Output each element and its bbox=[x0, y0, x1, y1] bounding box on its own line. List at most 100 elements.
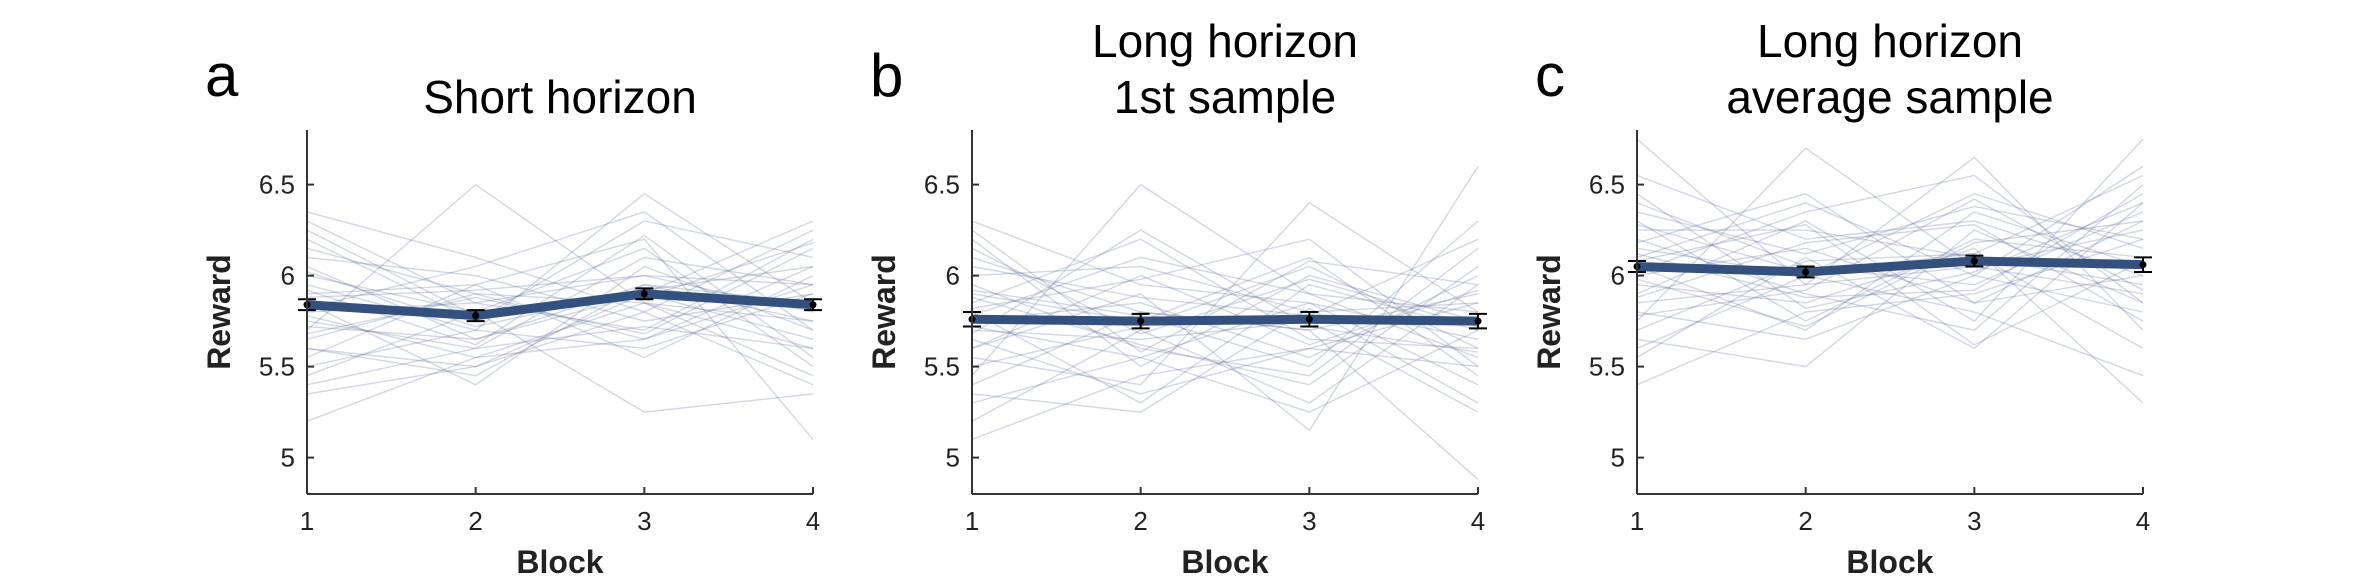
mean-point bbox=[2139, 261, 2147, 269]
subject-line bbox=[1636, 202, 2144, 359]
subject-line bbox=[971, 247, 1479, 335]
subject-line bbox=[306, 220, 814, 341]
y-axis-label: Reward bbox=[201, 254, 237, 370]
x-tick-label: 2 bbox=[1133, 506, 1147, 536]
chart-title: Short horizon bbox=[423, 71, 697, 123]
chart-title: average sample bbox=[1726, 71, 2053, 123]
subject-line bbox=[1636, 223, 2144, 346]
subject-line bbox=[971, 338, 1479, 395]
subject-line bbox=[306, 311, 814, 413]
x-tick-label: 3 bbox=[1967, 506, 1981, 536]
x-tick-label: 4 bbox=[2136, 506, 2150, 536]
subject-line bbox=[971, 302, 1479, 404]
mean-point bbox=[809, 301, 817, 309]
subject-line bbox=[1636, 165, 2144, 341]
panel-letter: b bbox=[870, 42, 903, 109]
y-axis-label: Reward bbox=[866, 254, 902, 370]
y-tick-label: 6 bbox=[946, 261, 960, 291]
subject-line bbox=[971, 307, 1479, 413]
subject-line bbox=[1636, 174, 2144, 277]
mean-point bbox=[1137, 317, 1145, 325]
panel-letter: c bbox=[1535, 42, 1565, 109]
subject-line bbox=[971, 283, 1479, 404]
x-tick-label: 3 bbox=[637, 506, 651, 536]
subject-line bbox=[1637, 229, 2144, 286]
subject-line bbox=[971, 302, 1479, 441]
subject-line bbox=[971, 229, 1479, 353]
subject-line bbox=[971, 166, 1479, 432]
subject-line bbox=[1636, 202, 2144, 313]
y-tick-label: 5 bbox=[1611, 443, 1625, 473]
subject-line bbox=[306, 220, 814, 304]
subject-line bbox=[1636, 247, 2144, 404]
y-tick-label: 5 bbox=[946, 443, 960, 473]
subject-line bbox=[1636, 138, 2144, 322]
x-tick-label: 4 bbox=[806, 506, 820, 536]
subject-line bbox=[971, 320, 1479, 413]
x-tick-label: 1 bbox=[965, 506, 979, 536]
subject-line bbox=[306, 247, 814, 341]
subject-line bbox=[1636, 193, 2144, 310]
x-tick-label: 2 bbox=[468, 506, 482, 536]
x-axis-label: Block bbox=[1181, 544, 1268, 580]
y-tick-label: 5.5 bbox=[259, 352, 295, 382]
subject-line bbox=[971, 265, 1479, 368]
subject-line bbox=[1636, 211, 2144, 331]
subject-line bbox=[971, 201, 1479, 386]
mean-point bbox=[1802, 268, 1810, 276]
subject-line bbox=[1636, 138, 2144, 286]
mean-point bbox=[472, 312, 480, 320]
subject-line bbox=[1636, 147, 2144, 322]
mean-line bbox=[1636, 256, 2144, 277]
mean-point bbox=[1474, 317, 1482, 325]
mean-point bbox=[1305, 315, 1313, 323]
mean-line bbox=[306, 289, 814, 321]
chart-title: Long horizon bbox=[1757, 15, 2023, 67]
subject-line bbox=[1636, 205, 2144, 255]
subject-line bbox=[306, 311, 814, 395]
chart-panel-c: 5 5.5 6 6.5 1 2 3 4 Block Reward Long horizonavera… bbox=[1531, 15, 2152, 580]
x-tick-label: 4 bbox=[1471, 506, 1485, 536]
y-tick-label: 6.5 bbox=[259, 170, 295, 200]
x-tick-label: 3 bbox=[1302, 506, 1316, 536]
subject-line bbox=[306, 247, 814, 335]
subject-line bbox=[1636, 202, 2144, 286]
x-axis-label: Block bbox=[1846, 544, 1933, 580]
mean-point bbox=[640, 290, 648, 298]
subject-line bbox=[1636, 220, 2144, 328]
x-tick-label: 1 bbox=[300, 506, 314, 536]
subject-line bbox=[971, 238, 1479, 350]
subject-line bbox=[306, 274, 814, 313]
chart-title: Long horizon bbox=[1092, 15, 1358, 67]
subject-line bbox=[306, 247, 814, 368]
chart-title: 1st sample bbox=[1114, 71, 1336, 123]
subject-line bbox=[306, 293, 814, 368]
subject-line bbox=[971, 238, 1479, 317]
y-tick-label: 6 bbox=[281, 261, 295, 291]
subject-line bbox=[1636, 174, 2144, 304]
subject-line bbox=[306, 283, 814, 341]
subject-line bbox=[1636, 192, 2144, 304]
subject-line bbox=[306, 293, 814, 368]
subject-line bbox=[306, 238, 814, 440]
y-tick-label: 5.5 bbox=[1589, 352, 1625, 382]
subject-line bbox=[1636, 253, 2144, 350]
panel-letter: a bbox=[205, 42, 239, 109]
subject-line bbox=[306, 183, 814, 377]
subject-line bbox=[306, 274, 814, 359]
subject-line bbox=[971, 229, 1479, 353]
y-tick-label: 6 bbox=[1611, 261, 1625, 291]
subject-line bbox=[971, 220, 1479, 368]
subject-line bbox=[306, 325, 814, 386]
y-tick-label: 5.5 bbox=[924, 352, 960, 382]
subject-line bbox=[971, 256, 1479, 317]
y-axis-label: Reward bbox=[1531, 254, 1567, 370]
y-tick-label: 5 bbox=[281, 443, 295, 473]
subject-line bbox=[971, 325, 1479, 413]
y-tick-label: 6.5 bbox=[1589, 170, 1625, 200]
mean-line bbox=[971, 314, 1479, 326]
subject-line bbox=[306, 211, 814, 331]
subject-line bbox=[971, 265, 1479, 313]
subject-line bbox=[306, 220, 814, 322]
